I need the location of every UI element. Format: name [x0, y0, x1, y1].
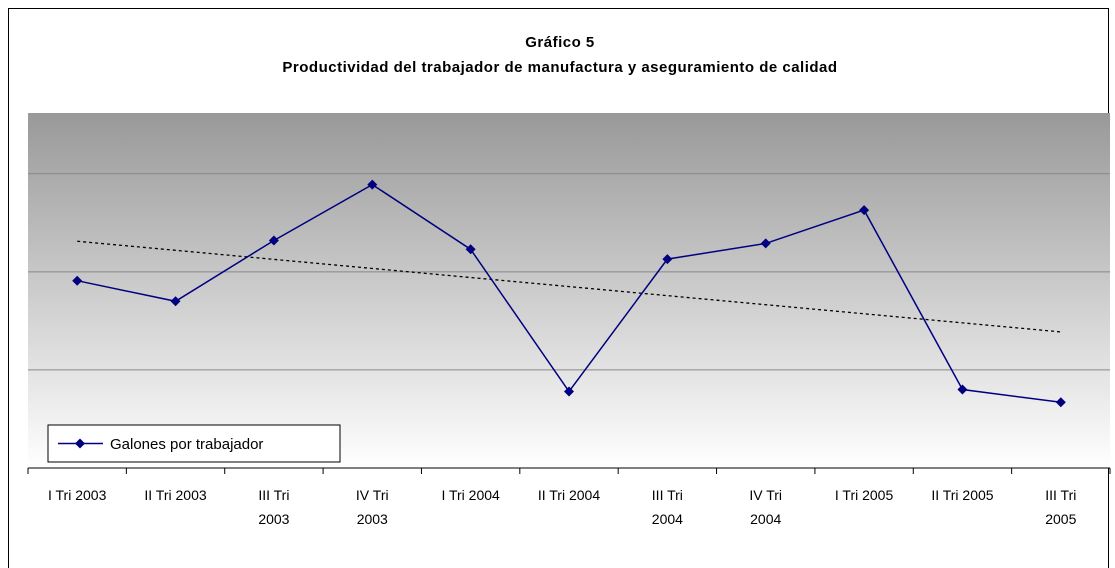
- x-tick-label: III Tri 2005: [1045, 487, 1077, 527]
- x-tick-label: IV Tri 2004: [749, 487, 783, 527]
- chart-title: Gráfico 5: [525, 34, 595, 51]
- legend-marker: [75, 438, 85, 449]
- marker: [957, 384, 968, 395]
- x-tick-label: III Tri 2003: [258, 487, 290, 527]
- marker: [72, 275, 83, 286]
- x-tick-label: III Tri 2004: [651, 487, 683, 527]
- x-tick-label: I Tri 2003: [47, 487, 107, 503]
- x-tick-label: IV Tri 2003: [355, 487, 389, 527]
- x-tick-label: II Tri 2004: [537, 487, 601, 503]
- marker: [367, 179, 378, 190]
- marker: [170, 296, 181, 307]
- marker: [859, 205, 870, 216]
- trendline: [77, 240, 1061, 333]
- x-tick-label: II Tri 2005: [931, 487, 994, 503]
- legend-label: Galones por trabajador: [110, 436, 263, 453]
- x-tick-label: I Tri 2004: [441, 487, 500, 503]
- x-tick-label: II Tri 2003: [144, 487, 207, 503]
- chart-subtitle: Productividad del trabajador de manufact…: [282, 59, 837, 76]
- plot-area: [28, 113, 1110, 468]
- marker: [564, 386, 574, 397]
- marker: [1055, 397, 1066, 408]
- marker: [465, 244, 476, 255]
- x-tick-label: I Tri 2005: [834, 487, 894, 503]
- marker: [760, 238, 771, 249]
- marker: [268, 235, 279, 246]
- marker: [662, 254, 673, 265]
